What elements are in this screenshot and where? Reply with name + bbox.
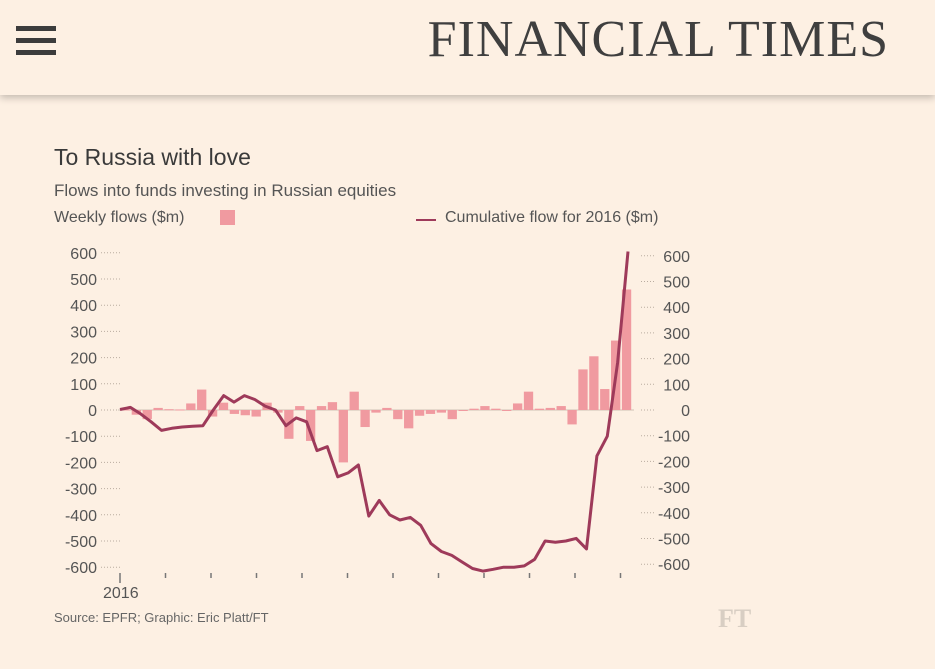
right-axis-tick-label: 0	[681, 403, 690, 420]
weekly-flow-bar	[447, 410, 457, 420]
weekly-flow-bar	[512, 403, 523, 410]
weekly-flow-bar	[338, 410, 348, 463]
weekly-flow-bar	[491, 408, 501, 410]
cumulative-flow-line	[119, 251, 630, 573]
weekly-flow-bar	[469, 408, 479, 410]
left-axis-tick-label: -200	[65, 455, 97, 472]
left-axis-tick-label: -300	[65, 482, 97, 499]
weekly-flow-bar	[197, 389, 207, 410]
weekly-flow-bar	[295, 406, 305, 410]
right-axis-tick-label: 100	[663, 377, 690, 394]
weekly-flow-bar	[349, 391, 359, 410]
weekly-flow-bar	[316, 406, 327, 410]
weekly-flow-bar	[556, 406, 566, 410]
weekly-flow-bar	[621, 289, 632, 410]
chart-title: To Russia with love	[54, 144, 251, 170]
weekly-flow-bar	[523, 391, 534, 410]
right-axis-tick-label: -100	[658, 429, 690, 446]
weekly-flow-bar	[480, 406, 490, 410]
weekly-flow-bar	[534, 408, 545, 410]
weekly-flow-bar	[567, 410, 577, 425]
x-axis-label-2016: 2016	[103, 585, 139, 602]
weekly-flow-bar	[120, 409, 131, 411]
weekly-flow-bar	[218, 402, 229, 410]
weekly-flow-bar	[251, 410, 261, 417]
right-axis-tick-label: -400	[658, 506, 690, 523]
weekly-flow-bar	[425, 410, 436, 414]
weekly-flow-bar	[404, 410, 414, 429]
masthead-logo[interactable]: FINANCIAL TIMES	[427, 11, 889, 68]
left-axis-tick-label: -500	[65, 534, 97, 551]
weekly-flow-bar	[305, 410, 316, 441]
weekly-flow-bar	[142, 410, 152, 420]
hamburger-menu-icon[interactable]	[16, 26, 56, 56]
right-axis-tick-label: 300	[663, 326, 690, 343]
right-axis-tick-label: 200	[663, 352, 690, 369]
weekly-flow-bar	[175, 409, 185, 411]
weekly-flow-bar	[371, 410, 381, 413]
left-axis-tick-label: 100	[70, 377, 97, 394]
weekly-flow-bar	[153, 407, 163, 410]
left-axis-tick-label: 0	[88, 403, 97, 420]
left-axis-tick-label: 200	[70, 351, 97, 368]
left-axis-tick-label: 400	[70, 298, 97, 315]
weekly-flow-bar	[327, 402, 338, 410]
legend-cumulative-label: Cumulative flow for 2016 ($m)	[445, 209, 659, 226]
right-axis-tick-label: -300	[658, 480, 690, 497]
chart-subtitle: Flows into funds investing in Russian eq…	[54, 181, 397, 200]
weekly-flow-bar	[164, 409, 174, 411]
left-axis-tick-label: -400	[65, 508, 97, 525]
weekly-flow-bar	[589, 356, 599, 410]
chart-source: Source: EPFR; Graphic: Eric Platt/FT	[54, 610, 269, 625]
weekly-flow-bar	[578, 369, 588, 410]
weekly-flow-bar	[414, 410, 425, 416]
right-axis-tick-label: -600	[658, 557, 690, 574]
left-axis-tick-label: -600	[65, 560, 97, 577]
weekly-flow-bar	[360, 410, 370, 428]
weekly-flow-bar	[186, 403, 196, 410]
weekly-flow-bar	[229, 410, 240, 414]
legend-weekly-swatch	[220, 210, 235, 225]
weekly-flow-bar	[545, 407, 555, 410]
right-axis-tick-label: 600	[663, 249, 690, 266]
weekly-flow-bar	[393, 410, 403, 420]
weekly-flow-bar	[600, 389, 610, 410]
top-bar: FINANCIAL TIMES	[0, 0, 935, 95]
left-axis-tick-label: 300	[70, 324, 97, 341]
right-axis-tick-label: 500	[663, 275, 690, 292]
weekly-flow-bar	[458, 410, 468, 411]
weekly-flow-bar	[240, 410, 250, 416]
left-axis-tick-label: -100	[65, 429, 97, 446]
left-axis-tick-label: 500	[70, 272, 97, 289]
legend-cumulative-line	[416, 219, 436, 221]
left-axis-tick-label: 600	[70, 246, 97, 263]
ft-watermark-logo: FT	[718, 604, 752, 633]
weekly-flow-bar	[382, 407, 392, 410]
legend-weekly-label: Weekly flows ($m)	[54, 209, 185, 226]
right-axis-tick-label: -500	[658, 532, 690, 549]
right-axis-tick-label: -200	[658, 454, 690, 471]
right-axis-tick-label: 400	[663, 300, 690, 317]
weekly-flow-bar	[436, 410, 447, 413]
weekly-flow-bar	[502, 410, 512, 411]
